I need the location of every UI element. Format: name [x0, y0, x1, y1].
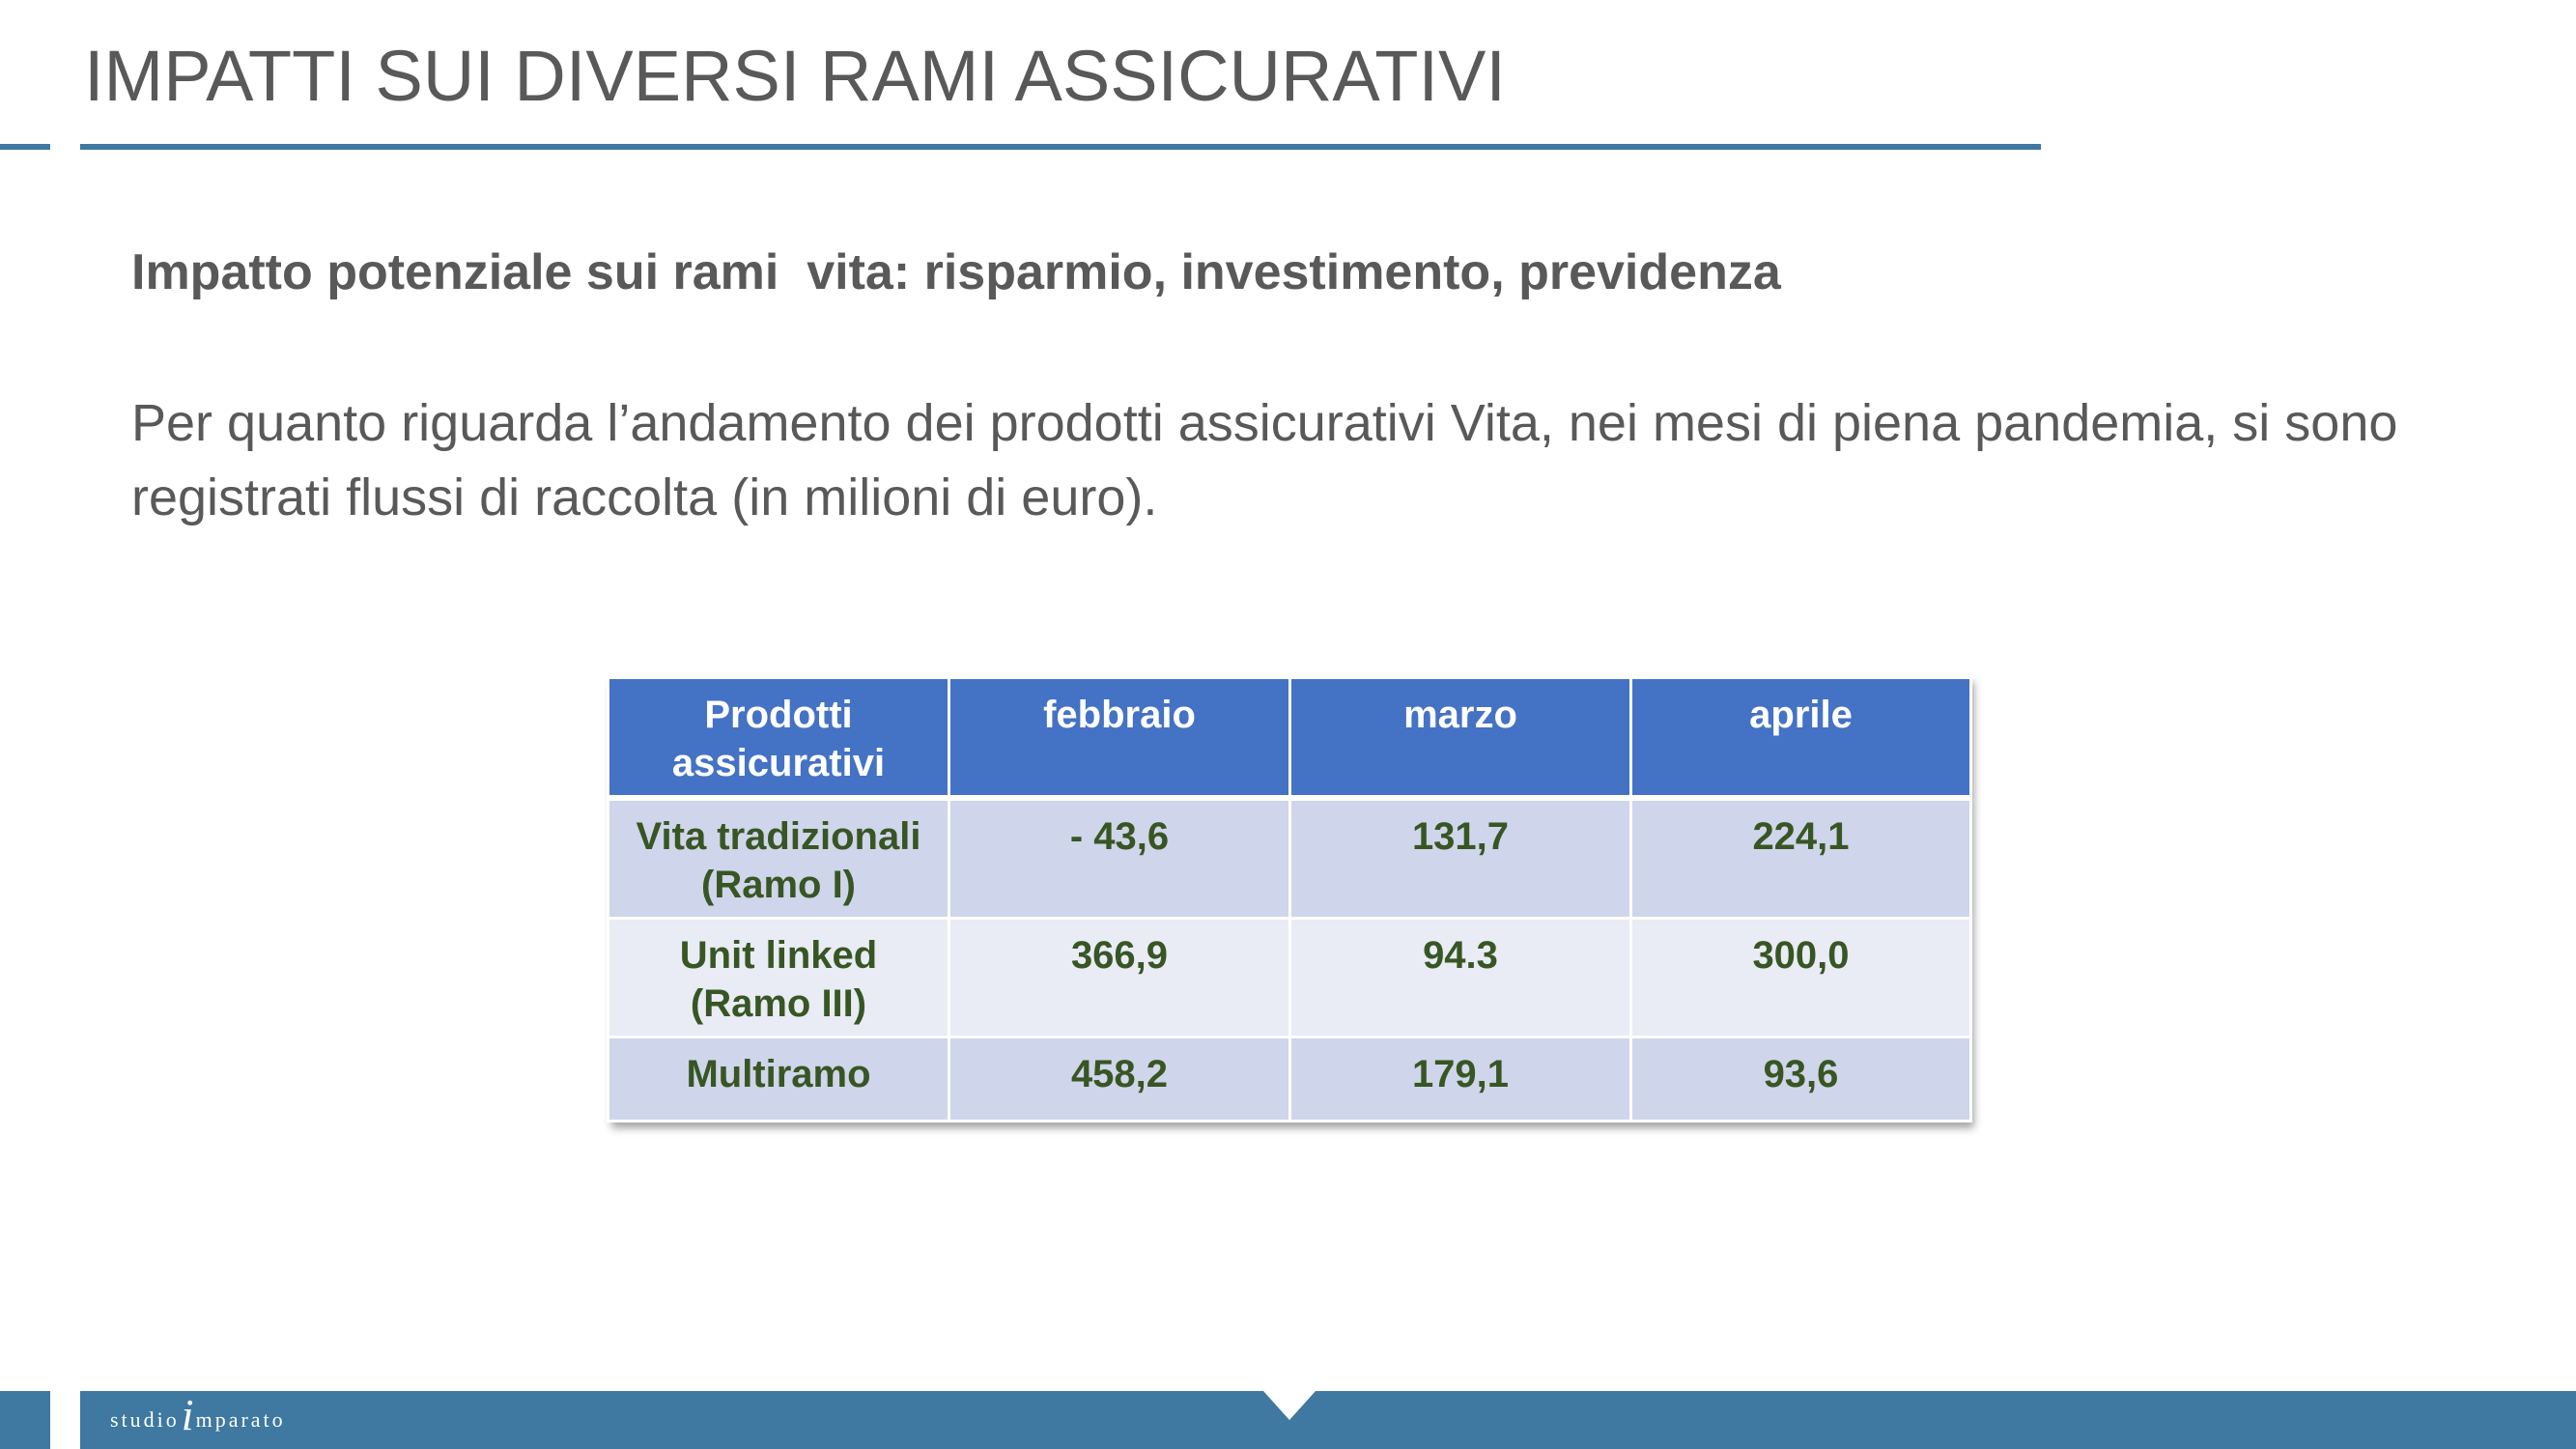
table-cell: 458,2	[948, 1036, 1291, 1122]
table-row: Multiramo 458,2 179,1 93,6	[607, 1036, 1972, 1122]
studio-imparato-logo: studio i mparato	[110, 1390, 286, 1445]
logo-i-glyph: i	[181, 1389, 194, 1439]
header-february: febbraio	[948, 676, 1291, 801]
row-label: Unit linked (Ramo III)	[607, 917, 950, 1038]
data-table: Prodotti assicurativi febbraio marzo apr…	[607, 676, 1972, 1122]
table-cell: 179,1	[1288, 1036, 1632, 1122]
footer-bar-left	[0, 1391, 50, 1449]
row-label: Multiramo	[607, 1036, 950, 1122]
table-cell: 93,6	[1629, 1036, 1972, 1122]
logo-text-left: studio	[110, 1407, 180, 1432]
title-rule-left	[0, 144, 50, 150]
table-header-row: Prodotti assicurativi febbraio marzo apr…	[607, 676, 1972, 801]
title-rule	[80, 144, 2041, 150]
table-row: Vita tradizionali (Ramo I) - 43,6 131,7 …	[607, 796, 1972, 920]
table-cell: 300,0	[1629, 917, 1972, 1038]
table-cell: 94.3	[1288, 917, 1632, 1038]
logo-text-right: mparato	[195, 1407, 286, 1432]
header-march: marzo	[1288, 676, 1632, 801]
slide-title: IMPATTI SUI DIVERSI RAMI ASSICURATIVI	[84, 36, 1506, 116]
slide-subtitle: Impatto potenziale sui rami vita: rispar…	[131, 244, 1781, 300]
footer-bar	[80, 1391, 2576, 1449]
header-april: aprile	[1629, 676, 1972, 801]
slide-paragraph: Per quanto riguarda l’andamento dei prod…	[131, 394, 2398, 526]
table-cell: 366,9	[948, 917, 1291, 1038]
table-row: Unit linked (Ramo III) 366,9 94.3 300,0	[607, 917, 1972, 1038]
table-cell: 224,1	[1629, 796, 1972, 920]
table-cell: 131,7	[1288, 796, 1632, 920]
data-table-container: Prodotti assicurativi febbraio marzo apr…	[607, 676, 1972, 1122]
row-label: Vita tradizionali (Ramo I)	[607, 796, 950, 920]
header-products: Prodotti assicurativi	[607, 676, 950, 801]
table-cell: - 43,6	[948, 796, 1291, 920]
footer-notch	[1263, 1391, 1316, 1420]
